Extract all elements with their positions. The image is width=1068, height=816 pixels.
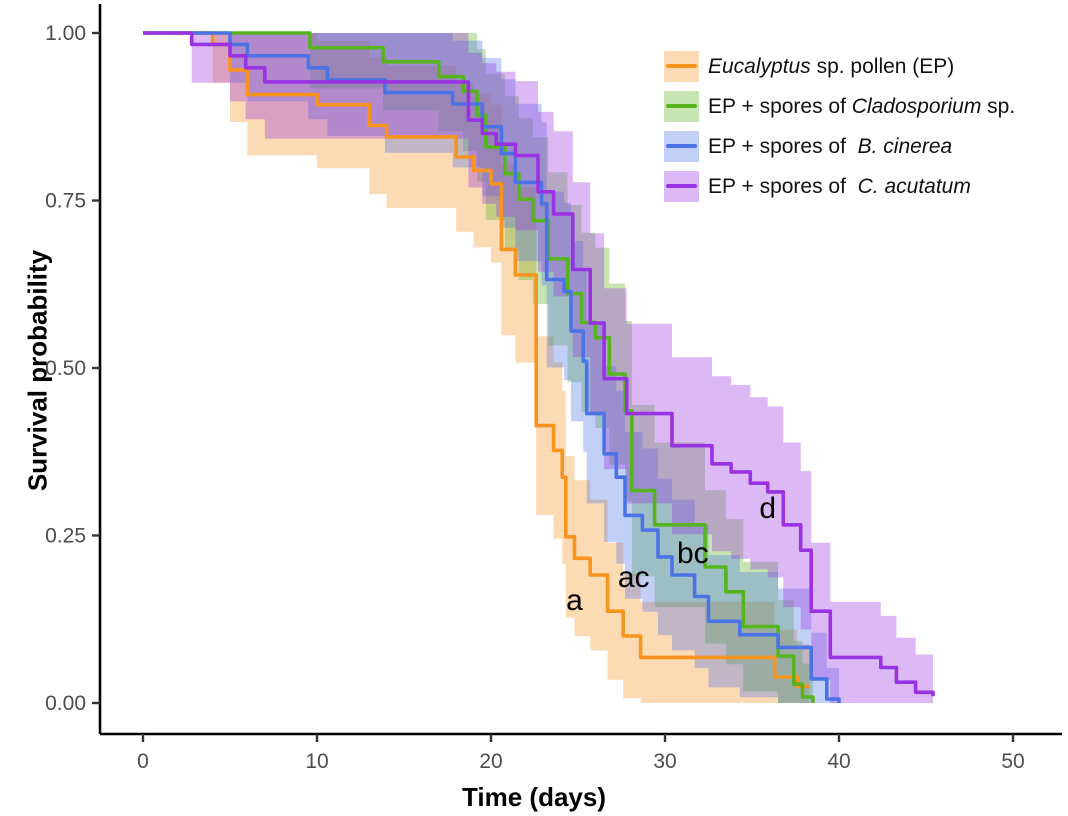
- annotation-bc: bc: [677, 537, 709, 570]
- y-tick-label: 0.00: [45, 692, 86, 715]
- annotation-d: d: [759, 492, 776, 525]
- annotation-a: a: [566, 584, 583, 617]
- legend-key-swatch: [664, 130, 699, 162]
- annotation-ac: ac: [618, 561, 650, 594]
- x-tick-label: 10: [305, 750, 328, 773]
- legend-label: Eucalyptus sp. pollen (EP): [708, 56, 954, 77]
- legend-key-swatch: [664, 50, 699, 82]
- y-tick-label: 0.25: [45, 525, 86, 548]
- y-tick-label: 0.50: [45, 357, 86, 380]
- legend-label-text: sp.: [981, 94, 1016, 118]
- legend-item-ep-cladosporium: EP + spores of Cladosporium sp.: [664, 86, 1015, 126]
- ci-band-ep-cacutatum: [143, 33, 933, 703]
- x-axis-title: Time (days): [461, 782, 606, 812]
- legend-key-line: [666, 64, 697, 68]
- legend-label-species: Cladosporium: [851, 94, 982, 118]
- survival-curve-ep-cacutatum: [143, 31, 935, 697]
- axes: 0 10 20 30 40 50 0.00 0.25 0.50 0.75 1.00: [45, 4, 1062, 773]
- legend-label-text: EP + spores of: [708, 94, 852, 118]
- x-tick-label: 50: [1001, 750, 1024, 773]
- survival-curve-ep-bcinerea: [143, 31, 841, 703]
- legend-label: EP + spores of B. cinerea: [708, 136, 952, 157]
- legend-item-ep-cacutatum: EP + spores of C. acutatum: [664, 166, 1015, 206]
- legend-label-species: B. cinerea: [857, 134, 953, 158]
- y-tick-label: 0.75: [45, 190, 86, 213]
- legend-key-swatch: [664, 170, 699, 202]
- x-tick-label: 0: [137, 750, 149, 773]
- legend-label-text: EP + spores of: [708, 134, 858, 158]
- x-tick-label: 20: [479, 750, 502, 773]
- ci-band-ep-bcinerea: [143, 33, 839, 703]
- y-tick-label: 1.00: [45, 22, 86, 45]
- legend-label-species: C. acutatum: [857, 174, 971, 198]
- legend-label: EP + spores of Cladosporium sp.: [708, 96, 1015, 117]
- ci-band-ep-cladosporium: [143, 33, 813, 703]
- legend-label: EP + spores of C. acutatum: [708, 176, 971, 197]
- legend-key-line: [666, 184, 697, 188]
- survival-curve-ep-cladosporium: [143, 31, 815, 703]
- x-tick-label: 30: [653, 750, 676, 773]
- legend-key-line: [666, 144, 697, 148]
- x-tick-label: 40: [827, 750, 850, 773]
- y-axis-title: Survival probability: [22, 249, 53, 492]
- legend-key-swatch: [664, 90, 699, 122]
- legend-label-species: Eucalyptus: [708, 54, 811, 78]
- legend-item-ep-bcinerea: EP + spores of B. cinerea: [664, 126, 1015, 166]
- legend-label-text: sp. pollen (EP): [810, 54, 955, 78]
- legend: Eucalyptus sp. pollen (EP) EP + spores of…: [664, 46, 1015, 206]
- legend-label-text: EP + spores of: [708, 174, 858, 198]
- survival-curves: [143, 31, 935, 703]
- legend-key-line: [666, 104, 697, 108]
- survival-curve-ep: [143, 31, 810, 689]
- legend-item-ep: Eucalyptus sp. pollen (EP): [664, 46, 1015, 86]
